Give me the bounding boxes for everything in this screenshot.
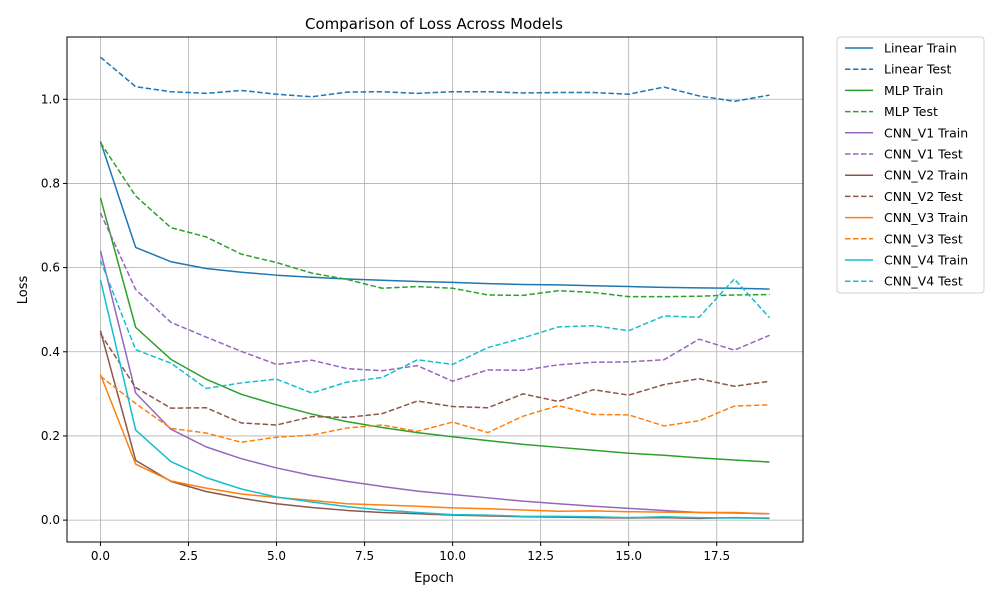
legend-label: CNN_V2 Test <box>884 189 963 204</box>
legend-label: CNN_V3 Test <box>884 231 963 246</box>
legend-label: Linear Train <box>884 41 957 56</box>
x-tick-label: 0.0 <box>91 549 110 563</box>
grid <box>67 37 803 542</box>
legend-frame <box>836 36 985 294</box>
legend-item: Linear Train <box>845 41 957 56</box>
series-layer <box>99 56 771 520</box>
legend-item: CNN_V2 Train <box>845 168 968 183</box>
y-tick-label: 0.0 <box>41 513 60 527</box>
legend-item: CNN_V4 Test <box>845 274 963 289</box>
x-tick-label: 12.5 <box>527 549 554 563</box>
legend-item: CNN_V4 Train <box>845 253 968 268</box>
y-tick-label: 0.4 <box>41 345 60 359</box>
series-line-cnn-v3-train <box>99 374 770 515</box>
legend: Linear Train Linear Test MLP Train MLP Test… <box>836 36 985 294</box>
legend-item: CNN_V3 Test <box>845 231 963 246</box>
series-line-mlp-train <box>99 197 770 463</box>
x-tick-label: 15.0 <box>615 549 642 563</box>
legend-item: CNN_V1 Test <box>845 147 963 162</box>
y-tick-label: 0.8 <box>41 176 60 190</box>
legend-label: CNN_V2 Train <box>884 168 968 183</box>
x-tick-label: 10.0 <box>439 549 466 563</box>
y-axis-title: Loss <box>16 276 31 305</box>
chart-title: Comparison of Loss Across Models <box>305 15 563 33</box>
legend-item: CNN_V3 Train <box>845 210 968 225</box>
legend-label: CNN_V1 Test <box>884 147 963 162</box>
legend-label: CNN_V4 Train <box>884 253 968 268</box>
legend-item: CNN_V2 Test <box>845 189 963 204</box>
series-line-linear-test <box>99 56 770 103</box>
legend-label: CNN_V3 Train <box>884 210 968 225</box>
y-tick-label: 0.2 <box>41 429 60 443</box>
x-tick-label: 7.5 <box>355 549 374 563</box>
series-line-cnn-v4-test <box>99 260 771 394</box>
series-line-linear-train <box>99 141 770 290</box>
x-tick-label: 17.5 <box>703 549 730 563</box>
series-line-cnn-v1-train <box>99 250 770 515</box>
x-tick-label: 5.0 <box>267 549 286 563</box>
legend-item: MLP Test <box>845 104 938 119</box>
legend-item: CNN_V1 Train <box>845 125 968 140</box>
legend-item: MLP Train <box>845 83 943 98</box>
x-axis: 0.0 2.5 5.0 7.5 10.0 12.5 15.0 17.5 <box>91 542 730 563</box>
y-tick-label: 1.0 <box>41 92 60 106</box>
series-line-cnn-v4-train <box>99 279 770 519</box>
legend-label: MLP Train <box>884 83 943 98</box>
series-line-cnn-v1-test <box>99 212 770 382</box>
legend-label: CNN_V1 Train <box>884 125 968 140</box>
series-line-cnn-v2-test <box>99 333 770 426</box>
plot-frame <box>66 36 804 543</box>
x-axis-title: Epoch <box>414 571 454 586</box>
legend-label: MLP Test <box>884 104 938 119</box>
legend-label: CNN_V4 Test <box>884 274 963 289</box>
y-axis: 0.0 0.2 0.4 0.6 0.8 1.0 <box>41 92 67 527</box>
series-line-cnn-v3-test <box>99 375 770 444</box>
y-tick-label: 0.6 <box>41 261 60 275</box>
series-line-mlp-test <box>99 142 770 298</box>
x-tick-label: 2.5 <box>179 549 198 563</box>
legend-label: Linear Test <box>884 62 952 77</box>
series-line-cnn-v2-train <box>99 330 770 520</box>
legend-item: Linear Test <box>845 62 952 77</box>
